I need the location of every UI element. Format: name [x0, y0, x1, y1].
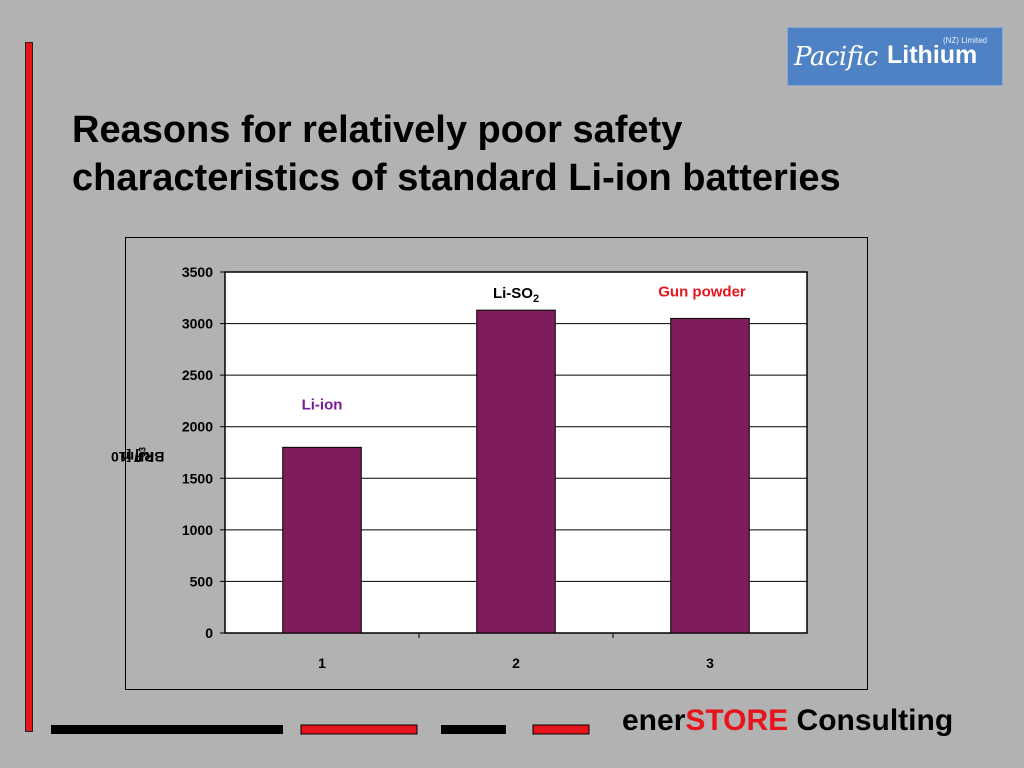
- x-tick-label: 1: [318, 655, 326, 671]
- data-annotation: Li-SO2: [493, 285, 539, 305]
- slide-title-line2: characteristics of standard Li-ion batte…: [72, 157, 841, 199]
- slide-title-line1: Reasons for relatively poor safety: [72, 109, 683, 151]
- logo-subtitle: (NZ) Limited: [943, 36, 988, 45]
- y-tick-label: 2500: [182, 367, 213, 383]
- logo-word-pacific: Pacific: [794, 42, 878, 72]
- footer-line-black-2: [441, 725, 506, 734]
- x-tick-label: 2: [512, 655, 520, 671]
- bar: [282, 446, 362, 634]
- pacific-lithium-logo: Pacific Lithium (NZ) Limited: [787, 27, 1003, 86]
- y-tick-label: 3000: [182, 316, 213, 332]
- y-tick-label: 1500: [182, 470, 213, 486]
- brand-prefix: ener: [622, 704, 686, 737]
- brand-suffix: Consulting: [788, 704, 954, 737]
- slide-title: Reasons for relatively poor safety chara…: [72, 106, 1002, 202]
- left-accent-bar: [25, 42, 33, 732]
- footer-line-black-1: [51, 725, 283, 734]
- bar: [476, 309, 556, 634]
- enerstore-brand: enerSTORE Consulting: [622, 704, 953, 738]
- brand-highlight: STORE: [685, 704, 789, 737]
- y-tick-label: 0: [205, 625, 213, 641]
- bar: [670, 317, 750, 634]
- y-tick-label: 1000: [182, 522, 213, 538]
- x-tick-label: 3: [706, 655, 714, 671]
- data-annotation: Li-ion: [302, 396, 343, 413]
- footer-line-red-1: [300, 724, 418, 735]
- logo-word-lithium: Lithium: [887, 41, 978, 69]
- footer-line-red-2: [532, 724, 590, 735]
- y-tick-label: 500: [190, 573, 214, 589]
- data-annotation: Gun powder: [658, 283, 746, 300]
- y-tick-label: 2000: [182, 419, 213, 435]
- y-tick-label: 3500: [182, 264, 213, 280]
